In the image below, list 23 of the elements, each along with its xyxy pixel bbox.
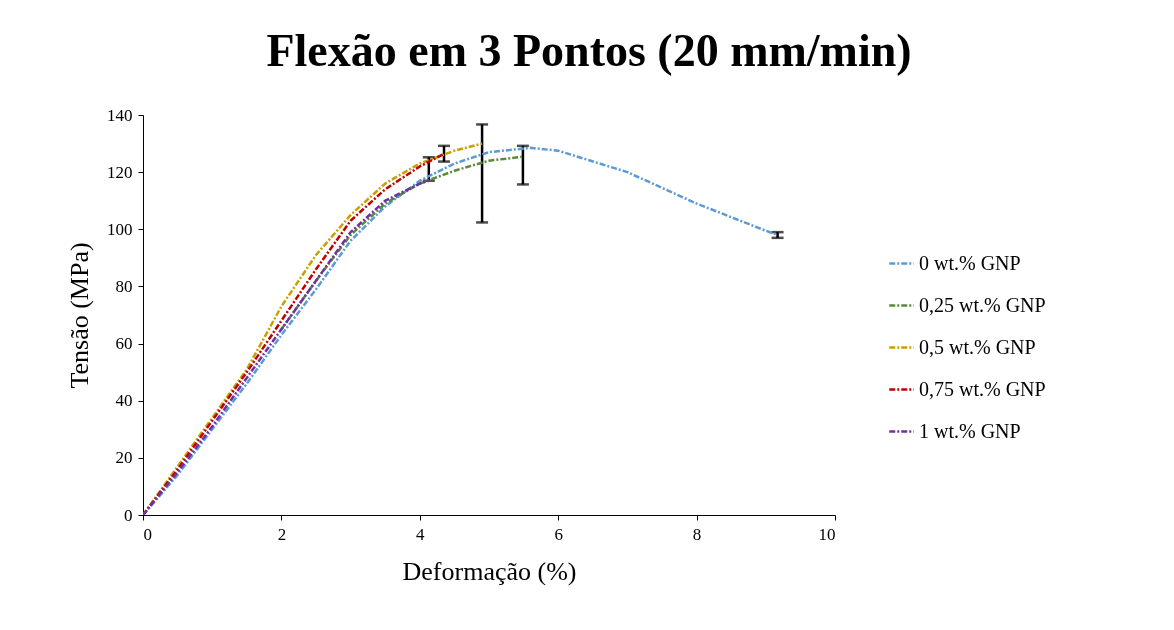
x-tick-label: 8 [692,524,702,544]
legend-label: 0,25 wt.% GNP [919,293,1046,316]
legend-label: 0 wt.% GNP [919,251,1021,274]
y-tick-label: 80 [115,276,133,296]
y-axis-title: Tensão (MPa) [65,242,94,389]
x-tick-label: 0 [143,524,152,544]
y-tick-label: 60 [115,334,133,354]
y-tick-label: 20 [115,448,133,468]
x-axis-title: Deformação (%) [402,556,577,586]
chart-title: Flexão em 3 Pontos (20 mm/min) [266,25,912,76]
y-tick-label: 0 [124,505,133,525]
y-tick-label: 120 [107,162,133,182]
legend-label: 1 wt.% GNP [919,419,1021,442]
x-tick-label: 4 [416,524,426,544]
y-tick-label: 140 [107,105,133,125]
y-tick-label: 40 [115,391,133,411]
x-tick-label: 6 [554,524,563,544]
line-series [280,155,525,331]
x-tick-label: 10 [818,524,836,544]
legend-label: 0,5 wt.% GNP [919,335,1036,358]
x-tick-label: 2 [277,524,287,544]
y-tick-label: 100 [107,219,133,239]
legend-label: 0,75 wt.% GNP [919,377,1046,400]
